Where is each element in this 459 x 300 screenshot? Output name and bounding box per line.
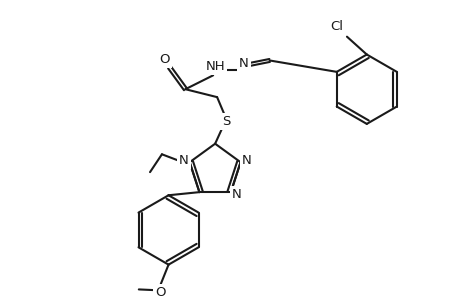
Text: Cl: Cl (330, 20, 343, 33)
Text: N: N (231, 188, 241, 201)
Text: N: N (179, 154, 188, 167)
Text: NH: NH (205, 60, 224, 73)
Text: S: S (221, 116, 230, 128)
Text: N: N (239, 57, 248, 70)
Text: O: O (155, 286, 166, 299)
Text: O: O (159, 53, 169, 66)
Text: N: N (241, 154, 251, 167)
